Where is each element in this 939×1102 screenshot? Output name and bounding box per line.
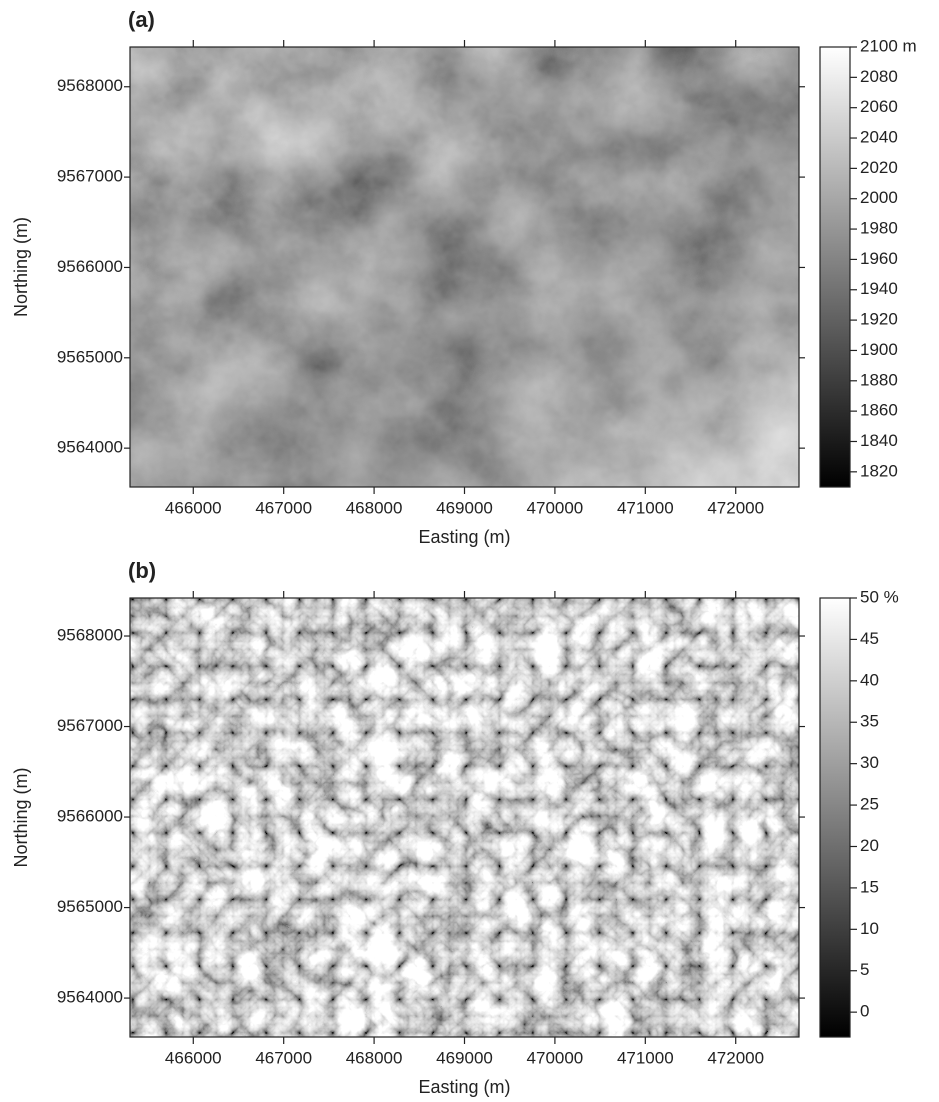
- panel-label: (a): [128, 7, 155, 32]
- x-tick-label: 469000: [436, 498, 493, 517]
- colorbar-tick-label: 1880: [860, 370, 898, 389]
- colorbar-tick-label: 2000: [860, 188, 898, 207]
- y-tick-label: 9567000: [57, 716, 123, 735]
- y-tick-label: 9564000: [57, 438, 123, 457]
- y-tick-label: 9566000: [57, 807, 123, 826]
- colorbar-tick-label: 2020: [860, 158, 898, 177]
- x-tick-label: 466000: [165, 1048, 222, 1067]
- y-axis-title: Northing (m): [11, 217, 31, 317]
- colorbar-tick-label: 2060: [860, 97, 898, 116]
- x-tick-label: 472000: [707, 498, 764, 517]
- y-tick-label: 9568000: [57, 626, 123, 645]
- colorbar-tick-label: 2040: [860, 128, 898, 147]
- colorbar-tick-label: 5: [860, 960, 869, 979]
- colorbar-tick-label: 25: [860, 795, 879, 814]
- x-tick-label: 468000: [346, 1048, 403, 1067]
- panel-label: (b): [128, 558, 156, 583]
- x-tick-label: 472000: [707, 1048, 764, 1067]
- colorbar-tick-label: 35: [860, 712, 879, 731]
- colorbar-tick-label: 1980: [860, 219, 898, 238]
- colorbar-tick-label: 40: [860, 670, 879, 689]
- x-tick-label: 470000: [527, 498, 584, 517]
- colorbar-tick-label: 0: [860, 1002, 869, 1021]
- x-axis-title: Easting (m): [418, 527, 510, 547]
- figure: (a) 466000 467000 468000 469000 470000 471000 4…: [0, 0, 939, 1102]
- colorbar: [820, 598, 850, 1037]
- y-axis-title: Northing (m): [11, 767, 31, 867]
- colorbar-tick-label: 2080: [860, 67, 898, 86]
- colorbar-tick-label: 1900: [860, 340, 898, 359]
- colorbar: [820, 47, 850, 487]
- colorbar-tick-label: 10: [860, 919, 879, 938]
- y-tick-label: 9566000: [57, 257, 123, 276]
- x-tick-label: 471000: [617, 1048, 674, 1067]
- x-axis-title: Easting (m): [418, 1077, 510, 1097]
- y-tick-label: 9565000: [57, 897, 123, 916]
- x-tick-label: 468000: [346, 498, 403, 517]
- x-tick-label: 470000: [527, 1048, 584, 1067]
- y-tick-label: 9567000: [57, 167, 123, 186]
- colorbar-tick-label: 45: [860, 629, 879, 648]
- colorbar-tick-label: 15: [860, 877, 879, 896]
- raster: [130, 598, 799, 1037]
- colorbar-tick-label: 1920: [860, 310, 898, 329]
- colorbar-tick-label: 1820: [860, 461, 898, 480]
- colorbar-tick-label: 30: [860, 753, 879, 772]
- y-tick-label: 9568000: [57, 76, 123, 95]
- x-tick-label: 469000: [436, 1048, 493, 1067]
- x-tick-label: 467000: [255, 1048, 312, 1067]
- colorbar-tick-label: 1960: [860, 249, 898, 268]
- colorbar-tick-label: 20: [860, 836, 879, 855]
- raster-shade: [130, 47, 799, 487]
- colorbar-tick-label: 50 %: [860, 587, 899, 606]
- y-tick-label: 9564000: [57, 988, 123, 1007]
- y-tick-label: 9565000: [57, 347, 123, 366]
- colorbar-tick-label: 2100 m: [860, 36, 917, 55]
- x-tick-label: 466000: [165, 498, 222, 517]
- x-tick-label: 471000: [617, 498, 674, 517]
- colorbar-tick-label: 1940: [860, 279, 898, 298]
- colorbar-tick-label: 1860: [860, 401, 898, 420]
- colorbar-tick-label: 1840: [860, 431, 898, 450]
- x-tick-label: 467000: [255, 498, 312, 517]
